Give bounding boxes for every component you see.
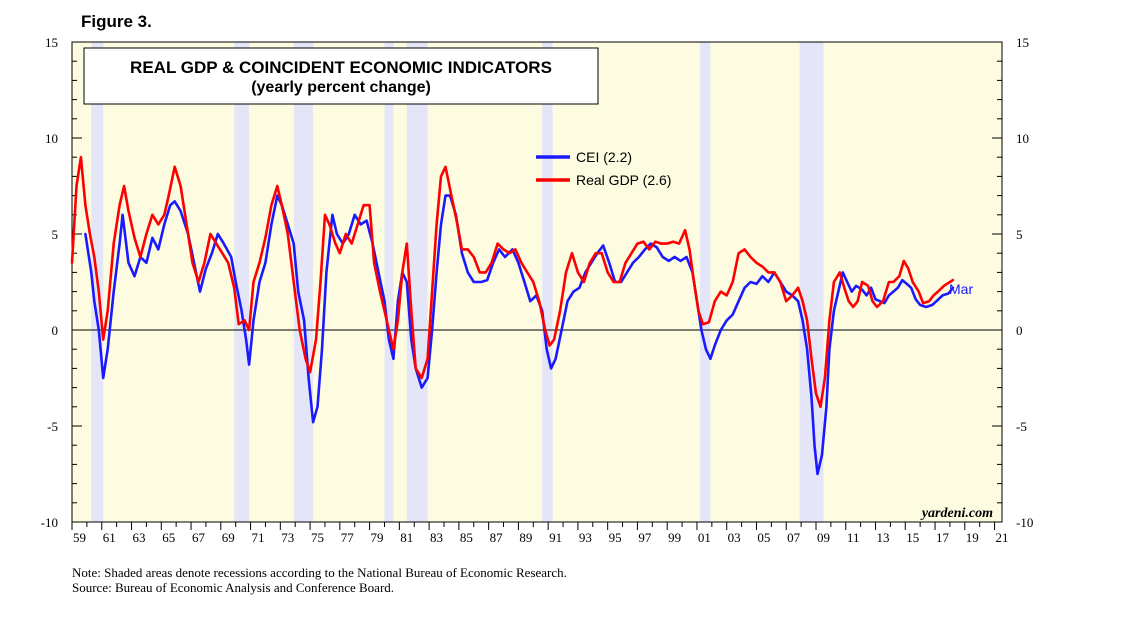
y-tick-label-left: -5 — [47, 419, 58, 434]
chart-subtitle: (yearly percent change) — [251, 79, 431, 96]
recession-band — [293, 42, 314, 522]
x-tick-label: 05 — [757, 530, 770, 545]
legend: CEI (2.2) Real GDP (2.6) — [536, 149, 671, 188]
plot-frame — [71, 41, 1003, 523]
x-tick-label: 09 — [817, 530, 830, 545]
y-tick-label-right: -5 — [1016, 419, 1027, 434]
title-box — [83, 47, 599, 105]
x-tick-label: 13 — [876, 530, 889, 545]
x-tick-label: 21 — [996, 530, 1009, 545]
recession-band — [406, 42, 428, 522]
recession-band — [542, 42, 553, 522]
x-tick-label: 89 — [519, 530, 532, 545]
x-tick-label: 65 — [162, 530, 175, 545]
y-tick-label-left: 5 — [52, 227, 59, 242]
y-tick-label-right: -10 — [1016, 515, 1033, 530]
x-tick-label: 83 — [430, 530, 443, 545]
x-tick-label: 73 — [281, 530, 294, 545]
x-axis: 59 61 63 65 67 69 71 73 75 77 79 81 83 85 87 89 91 93 95 97… — [71, 522, 1009, 545]
y-tick-label-left: 0 — [52, 323, 59, 338]
x-tick-label: 91 — [549, 530, 562, 545]
recession-band — [234, 42, 250, 522]
x-tick-label: 87 — [490, 530, 504, 545]
figure-label: Figure 3. — [81, 12, 152, 31]
y-tick-label-right: 15 — [1016, 35, 1029, 50]
y-tick-label-left: -10 — [41, 515, 58, 530]
x-tick-label: 11 — [847, 530, 860, 545]
y-axis: -10 -10 -5 -5 0 0 5 5 10 10 15 15 — [41, 35, 1034, 530]
y-tick-label-right: 0 — [1016, 323, 1023, 338]
recession-band — [699, 42, 711, 522]
x-tick-label: 15 — [906, 530, 919, 545]
x-tick-label: 93 — [579, 530, 592, 545]
watermark: yardeni.com — [920, 506, 993, 521]
x-tick-label: 81 — [400, 530, 413, 545]
series-lines — [70, 155, 955, 476]
x-tick-label: 07 — [787, 530, 801, 545]
x-tick-label: 77 — [341, 530, 355, 545]
series-end-label: Mar — [949, 281, 973, 297]
y-tick-label-right: 5 — [1016, 227, 1023, 242]
x-tick-label: 99 — [668, 530, 681, 545]
x-tick-label: 85 — [460, 530, 473, 545]
series-line-gdp — [70, 155, 955, 409]
x-tick-label: 71 — [252, 530, 265, 545]
x-tick-label: 79 — [371, 530, 384, 545]
x-tick-label: 17 — [936, 530, 950, 545]
x-tick-label: 01 — [698, 530, 711, 545]
recession-band — [799, 42, 824, 522]
chart-frame — [71, 41, 1003, 523]
x-tick-label: 69 — [222, 530, 235, 545]
footnotes: Note: Shaded areas denote recessions acc… — [72, 565, 567, 595]
source-note: Source: Bureau of Economic Analysis and … — [72, 580, 395, 595]
legend-label-cei: CEI (2.2) — [576, 149, 632, 165]
x-tick-label: 97 — [638, 530, 652, 545]
recession-note: Note: Shaded areas denote recessions acc… — [72, 565, 567, 580]
legend-label-gdp: Real GDP (2.6) — [576, 172, 671, 188]
y-tick-label-right: 10 — [1016, 131, 1029, 146]
x-tick-label: 63 — [132, 530, 145, 545]
x-tick-label: 19 — [966, 530, 979, 545]
x-tick-label: 67 — [192, 530, 206, 545]
y-tick-label-left: 10 — [45, 131, 58, 146]
chart-title: REAL GDP & COINCIDENT ECONOMIC INDICATOR… — [130, 58, 552, 77]
x-tick-label: 95 — [609, 530, 622, 545]
x-tick-label: 75 — [311, 530, 324, 545]
series-line-cei — [84, 194, 955, 476]
x-tick-label: 59 — [73, 530, 86, 545]
recession-band — [384, 42, 394, 522]
x-tick-label: 61 — [103, 530, 116, 545]
y-tick-label-left: 15 — [45, 35, 58, 50]
x-tick-label: 03 — [728, 530, 741, 545]
